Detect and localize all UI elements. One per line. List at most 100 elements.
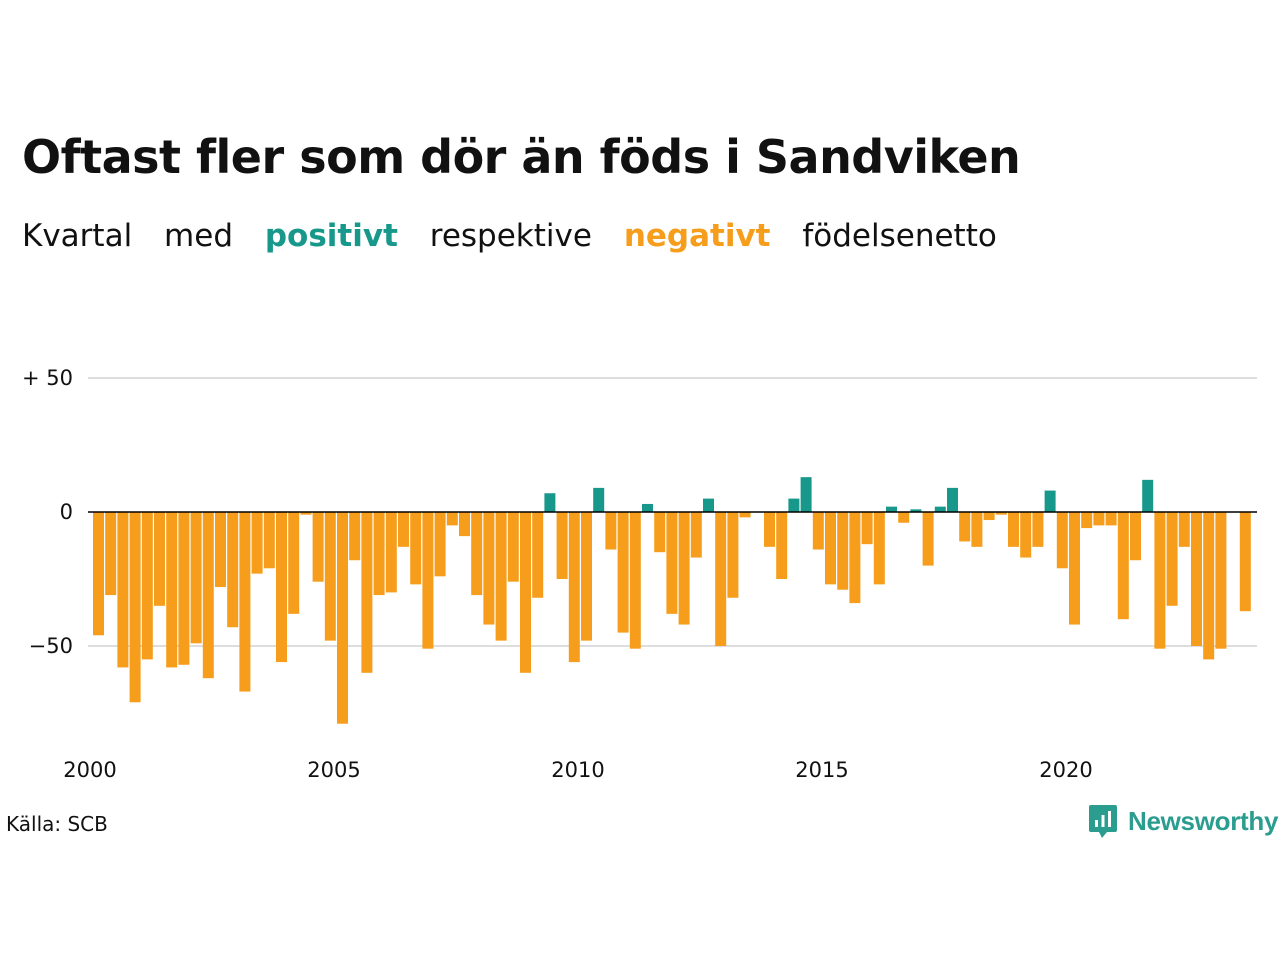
bar-negative <box>410 512 422 585</box>
bar-negative <box>568 512 580 663</box>
bar-negative <box>312 512 324 582</box>
bar-negative <box>288 512 300 614</box>
bar-positive <box>544 493 556 512</box>
bar-negative <box>227 512 239 628</box>
bar-negative <box>690 512 702 558</box>
y-tick-label: + 50 <box>22 366 73 390</box>
bar-negative <box>849 512 861 604</box>
subtitle-negative-label: negativt <box>623 218 771 254</box>
bar-negative <box>764 512 775 547</box>
bar-positive <box>934 506 946 512</box>
bar-negative <box>837 512 849 590</box>
bar-positive <box>947 487 958 512</box>
x-tick-label: 2010 <box>551 758 604 782</box>
bar-positive <box>910 509 922 512</box>
subtitle-word: födelsenetto <box>802 218 997 254</box>
bar-negative <box>825 512 836 585</box>
bar-negative <box>1239 512 1251 612</box>
bar-negative <box>154 512 165 606</box>
bar-negative <box>1178 512 1190 547</box>
bar-negative <box>898 512 910 523</box>
bar-negative <box>873 512 885 585</box>
bar-negative <box>202 512 214 679</box>
bar-negative <box>263 512 275 569</box>
bar-negative <box>385 512 397 593</box>
brand-logo[interactable]: Newsworthy <box>1088 803 1278 839</box>
bar-negative <box>1191 512 1202 646</box>
bar-negative <box>1166 512 1178 606</box>
bar-negative <box>324 512 336 641</box>
bar-negative <box>715 512 727 646</box>
bar-positive <box>788 498 800 512</box>
bar-positive <box>593 487 605 512</box>
bar-negative <box>995 512 1007 515</box>
newsworthy-logo-icon <box>1089 805 1117 838</box>
bar-negative <box>861 512 873 545</box>
y-tick-label: −50 <box>29 634 73 658</box>
bar-negative <box>349 512 361 561</box>
bar-negative <box>605 512 617 550</box>
bar-positive <box>642 503 653 512</box>
bar-negative <box>434 512 446 577</box>
bar-negative <box>1154 512 1166 649</box>
bar-negative <box>520 512 531 673</box>
subtitle-word: Kvartal <box>22 218 133 254</box>
bar-negative <box>556 512 568 579</box>
bar-negative <box>739 512 751 518</box>
bar-negative <box>117 512 129 668</box>
y-tick-label: 0 <box>60 500 73 524</box>
bar-negative <box>398 512 409 547</box>
bar-negative <box>361 512 373 673</box>
bar-negative <box>1117 512 1129 620</box>
bar-negative <box>1130 512 1141 561</box>
bar-negative <box>190 512 202 644</box>
subtitle-word: respektive <box>429 218 592 254</box>
bar-negative <box>337 512 348 724</box>
bar-negative <box>727 512 739 598</box>
bar-positive <box>1044 490 1056 512</box>
brand-name: Newsworthy <box>1128 805 1279 836</box>
bar-negative <box>141 512 153 660</box>
bar-negative <box>532 512 544 598</box>
bar-negative <box>1056 512 1068 569</box>
bar-negative <box>300 512 312 515</box>
bar-negative <box>971 512 983 547</box>
bar-negative <box>483 512 495 625</box>
bar-negative <box>178 512 190 665</box>
bar-negative <box>1020 512 1032 558</box>
subtitle-word: med <box>164 218 233 254</box>
bar-negative <box>507 512 519 582</box>
bar-negative <box>276 512 287 663</box>
bar-negative <box>629 512 641 649</box>
bar-negative <box>959 512 971 542</box>
bar-negative <box>1069 512 1080 625</box>
bar-negative <box>654 512 666 553</box>
x-tick-label: 2000 <box>63 758 116 782</box>
bar-negative <box>1203 512 1215 660</box>
bar-negative <box>812 512 824 550</box>
bar-negative <box>129 512 141 703</box>
bar-negative <box>1105 512 1117 526</box>
bar-negative <box>446 512 458 526</box>
bar-negative <box>1032 512 1044 547</box>
bar-positive <box>800 477 812 512</box>
bar-negative <box>166 512 178 668</box>
bar-negative <box>251 512 263 574</box>
subtitle-positive-label: positivt <box>264 218 398 254</box>
bar-negative <box>1215 512 1227 649</box>
bar-negative <box>459 512 470 537</box>
bar-negative <box>666 512 678 614</box>
bar-negative <box>922 512 934 566</box>
bar-positive <box>1142 479 1154 512</box>
source-note: Källa: SCB <box>6 812 108 836</box>
bar-negative <box>471 512 483 596</box>
bar-negative <box>678 512 690 625</box>
x-tick-label: 2020 <box>1039 758 1092 782</box>
bar-negative <box>1081 512 1093 529</box>
bar-negative <box>239 512 251 692</box>
bar-positive <box>703 498 714 512</box>
bar-negative <box>422 512 434 649</box>
chart-title: Oftast fler som dör än föds i Sandviken <box>22 130 1021 184</box>
bar-negative <box>1008 512 1019 547</box>
bar-negative <box>215 512 226 588</box>
